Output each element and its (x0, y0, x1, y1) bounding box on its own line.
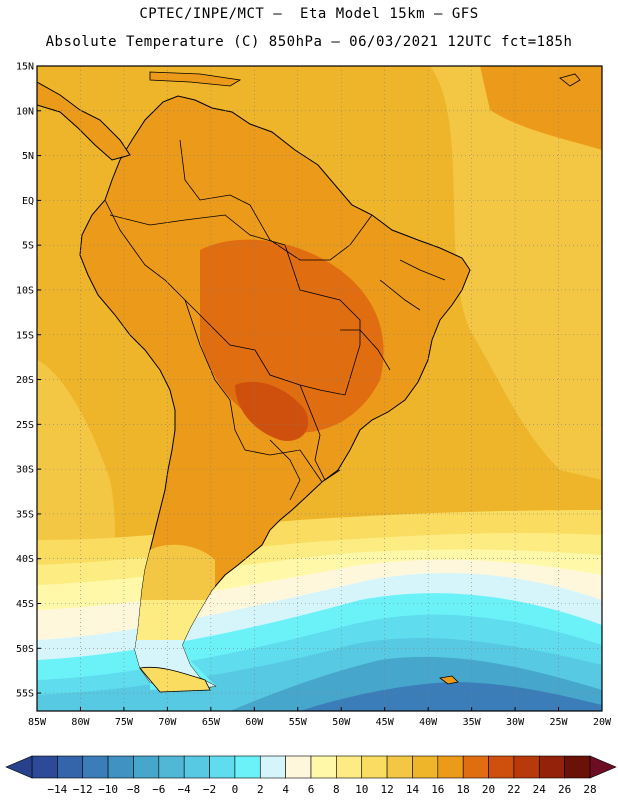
lat-label: 25S (16, 420, 34, 431)
lat-label: 55S (16, 689, 34, 700)
lon-label: 70W (158, 717, 177, 728)
colorbar-under-arrow (5, 755, 33, 779)
colorbar-label: −14 (47, 783, 67, 796)
colorbar-swatch (361, 755, 388, 779)
map-title-line-2: Absolute Temperature (C) 850hPa – 06/03/… (45, 34, 573, 50)
colorbar-label: −6 (152, 783, 165, 796)
colorbar-label: 22 (507, 783, 520, 796)
colorbar-swatch (234, 755, 261, 779)
field-cerrado-hot (328, 306, 381, 361)
colorbar-swatch (310, 755, 337, 779)
colorbar-swatch (488, 755, 515, 779)
colorbar-label: 26 (558, 783, 571, 796)
lat-label: 5N (22, 151, 34, 162)
colorbar-label: −4 (178, 783, 192, 796)
colorbar-label: 20 (482, 783, 495, 796)
colorbar-label: 28 (583, 783, 596, 796)
colorbar-over-arrow (589, 755, 617, 779)
colorbar-swatch (412, 755, 439, 779)
colorbar-label: 4 (282, 783, 289, 796)
lat-label: 20S (16, 375, 34, 386)
colorbar-label: −2 (203, 783, 216, 796)
lon-label: 55W (289, 717, 308, 728)
lat-label: 10S (16, 285, 34, 296)
lon-label: 45W (376, 717, 395, 728)
longitude-labels: 85W 80W 75W 70W 65W 60W 55W 50W 45W 40W 35W 30W 25W 2… (28, 707, 612, 728)
colorbar-label: −8 (127, 783, 140, 796)
field-chaco-hot (235, 381, 309, 441)
lon-label: 35W (463, 717, 482, 728)
lat-label: EQ (22, 196, 34, 207)
colorbar-swatch (462, 755, 489, 779)
colorbar-label: 0 (232, 783, 239, 796)
colorbar-swatch (336, 755, 363, 779)
lon-label: 80W (71, 717, 90, 728)
colorbar-swatch (285, 755, 312, 779)
colorbar-label: 24 (533, 783, 547, 796)
colorbar-label: 14 (406, 783, 420, 796)
colorbar-swatch (564, 755, 591, 779)
lon-label: 50W (332, 717, 351, 728)
colorbar-swatch (209, 755, 236, 779)
colorbar-swatch (386, 755, 413, 779)
colorbar-label: −10 (98, 783, 118, 796)
colorbar-label: 8 (333, 783, 340, 796)
lat-label: 15N (16, 62, 34, 73)
colorbar-swatch (513, 755, 540, 779)
lon-label: 65W (202, 717, 221, 728)
colorbar-swatch (183, 755, 210, 779)
map-title-line-1: CPTEC/INPE/MCT – Eta Model 15km – GFS (139, 6, 479, 22)
colorbar (5, 755, 617, 779)
lat-label: 10N (16, 106, 34, 117)
colorbar-swatch (158, 755, 185, 779)
lat-label: 15S (16, 330, 34, 341)
lon-label: 40W (419, 717, 438, 728)
colorbar-label: 16 (431, 783, 444, 796)
colorbar-swatch (107, 755, 134, 779)
falkland-islands (439, 675, 459, 685)
colorbar-label: 12 (380, 783, 393, 796)
field-atlantic-band (430, 66, 602, 480)
country-borders (104, 139, 446, 501)
colorbar-swatch (57, 755, 84, 779)
colorbar-label: 2 (257, 783, 264, 796)
colorbar-labels: −14 −12 −10 −8 −6 −4 −2 0 2 4 6 8 10 12 14 16 18 20 22 24 26… (47, 783, 596, 796)
caribbean-islands (149, 71, 242, 87)
lon-label: 75W (115, 717, 134, 728)
colorbar-swatch (259, 755, 286, 779)
tierra-del-fuego (139, 666, 211, 693)
latitude-labels: 15N 10N 5N EQ 5S 10S 15S 20S 25S 30S 35S 40S 45S 50S 5… (16, 62, 41, 700)
lon-label: 85W (28, 717, 47, 728)
field-ne-warm (480, 66, 602, 150)
lat-label: 30S (16, 465, 34, 476)
colorbar-swatch (538, 755, 565, 779)
field-band-m10 (300, 682, 602, 711)
lat-label: 45S (16, 599, 34, 610)
lon-label: 60W (245, 717, 264, 728)
lat-label: 35S (16, 509, 34, 520)
colorbar-swatch (133, 755, 160, 779)
lon-label: 25W (550, 717, 569, 728)
lon-label: 30W (506, 717, 525, 728)
africa-edge (559, 73, 581, 87)
colorbar-swatch (31, 755, 58, 779)
lat-label: 5S (22, 241, 34, 252)
map-frame (36, 65, 603, 712)
colorbar-label: −12 (73, 783, 93, 796)
lon-label: 20W (593, 717, 612, 728)
colorbar-label: 6 (308, 783, 315, 796)
colorbar-swatch (437, 755, 464, 779)
central-america (37, 81, 131, 161)
colorbar-swatch (82, 755, 109, 779)
lat-label: 40S (16, 554, 34, 565)
lat-label: 50S (16, 644, 34, 655)
colorbar-label: 10 (355, 783, 368, 796)
colorbar-label: 18 (457, 783, 470, 796)
